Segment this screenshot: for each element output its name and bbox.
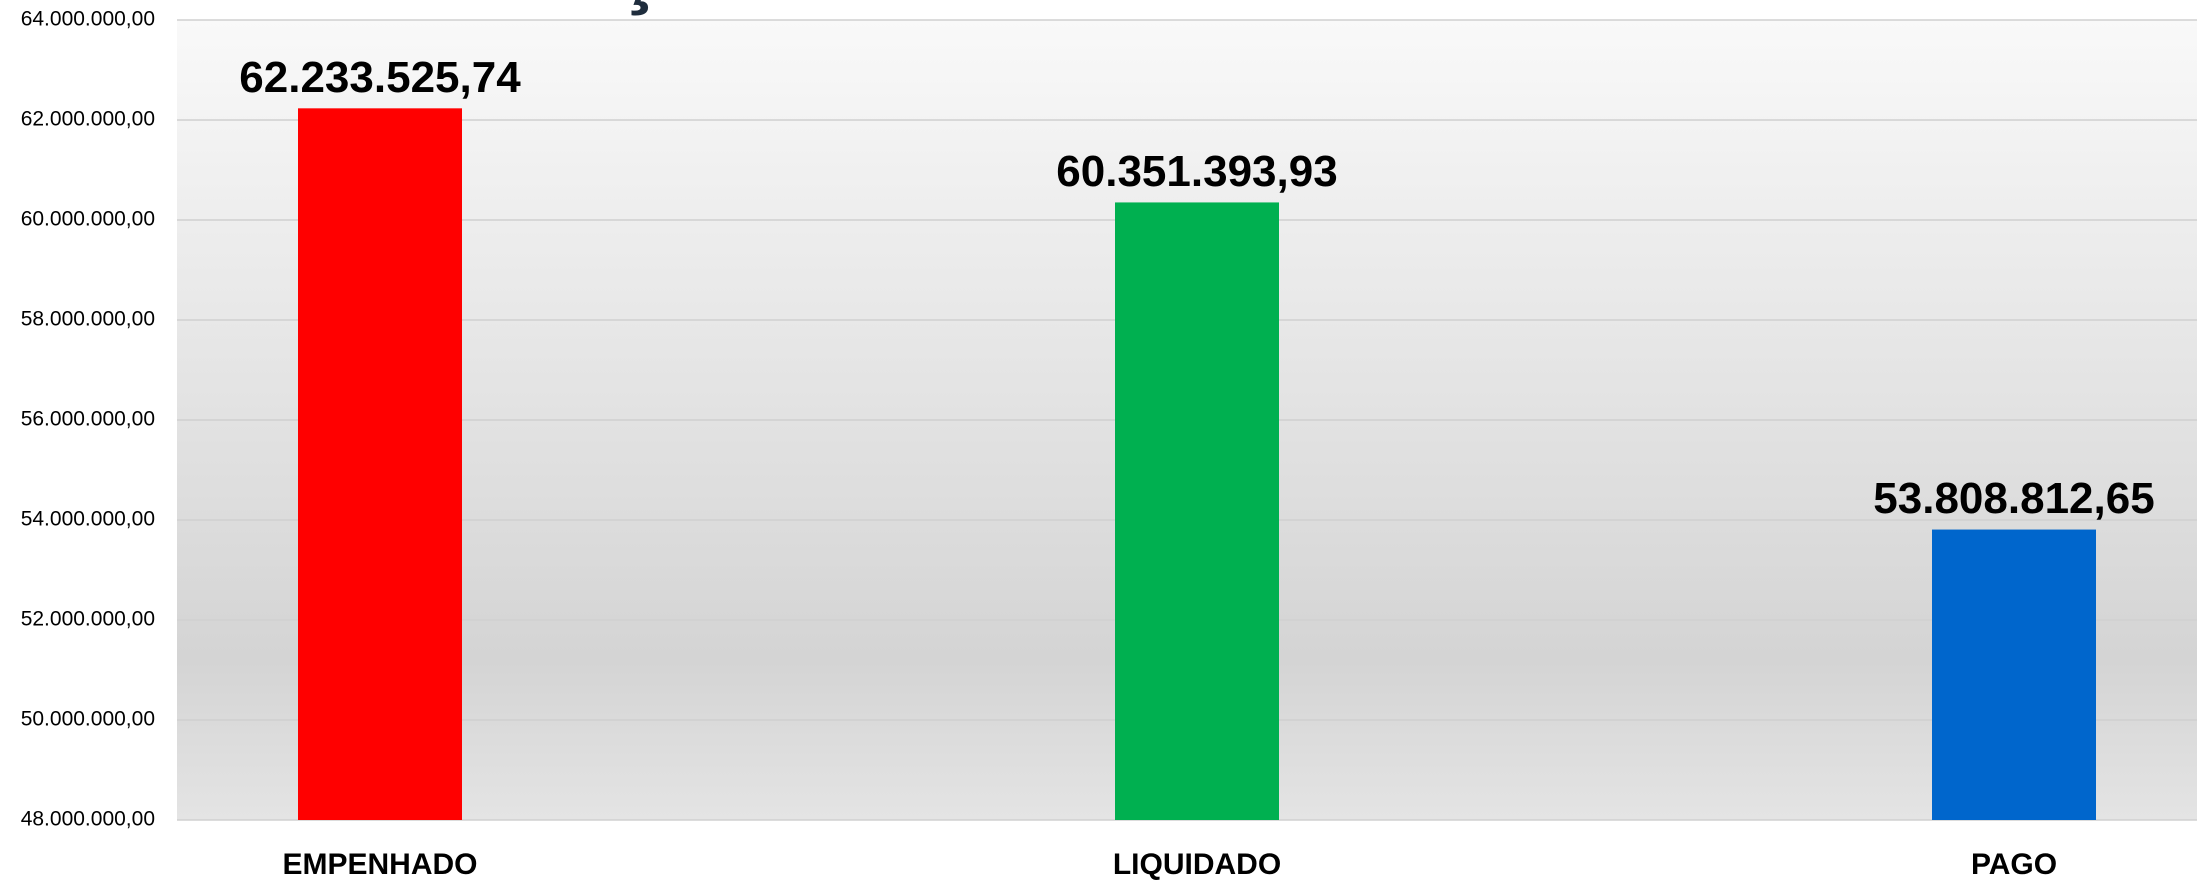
bar: [1932, 529, 2096, 820]
y-tick-label: 62.000.000,00: [21, 108, 155, 131]
data-label: 60.351.393,93: [1056, 147, 1337, 196]
bar: [298, 108, 462, 820]
y-tick-label: 52.000.000,00: [21, 608, 155, 631]
y-tick-label: 58.000.000,00: [21, 308, 155, 331]
y-tick-label: 56.000.000,00: [21, 408, 155, 431]
y-tick-label: 54.000.000,00: [21, 508, 155, 531]
bar: [1115, 202, 1279, 820]
y-tick-label: 60.000.000,00: [21, 208, 155, 231]
chart-title: AVALIAÇÃO DAS METAS DE DESPESA: [307, 0, 1870, 16]
x-tick-label: EMPENHADO: [282, 848, 477, 881]
data-label: 62.233.525,74: [239, 53, 521, 102]
y-tick-label: 50.000.000,00: [21, 708, 155, 731]
y-tick-label: 48.000.000,00: [21, 808, 155, 831]
x-tick-label: LIQUIDADO: [1113, 848, 1281, 881]
data-label: 53.808.812,65: [1873, 474, 2154, 523]
y-tick-label: 64.000.000,00: [21, 8, 155, 31]
x-tick-label: PAGO: [1971, 848, 2057, 881]
